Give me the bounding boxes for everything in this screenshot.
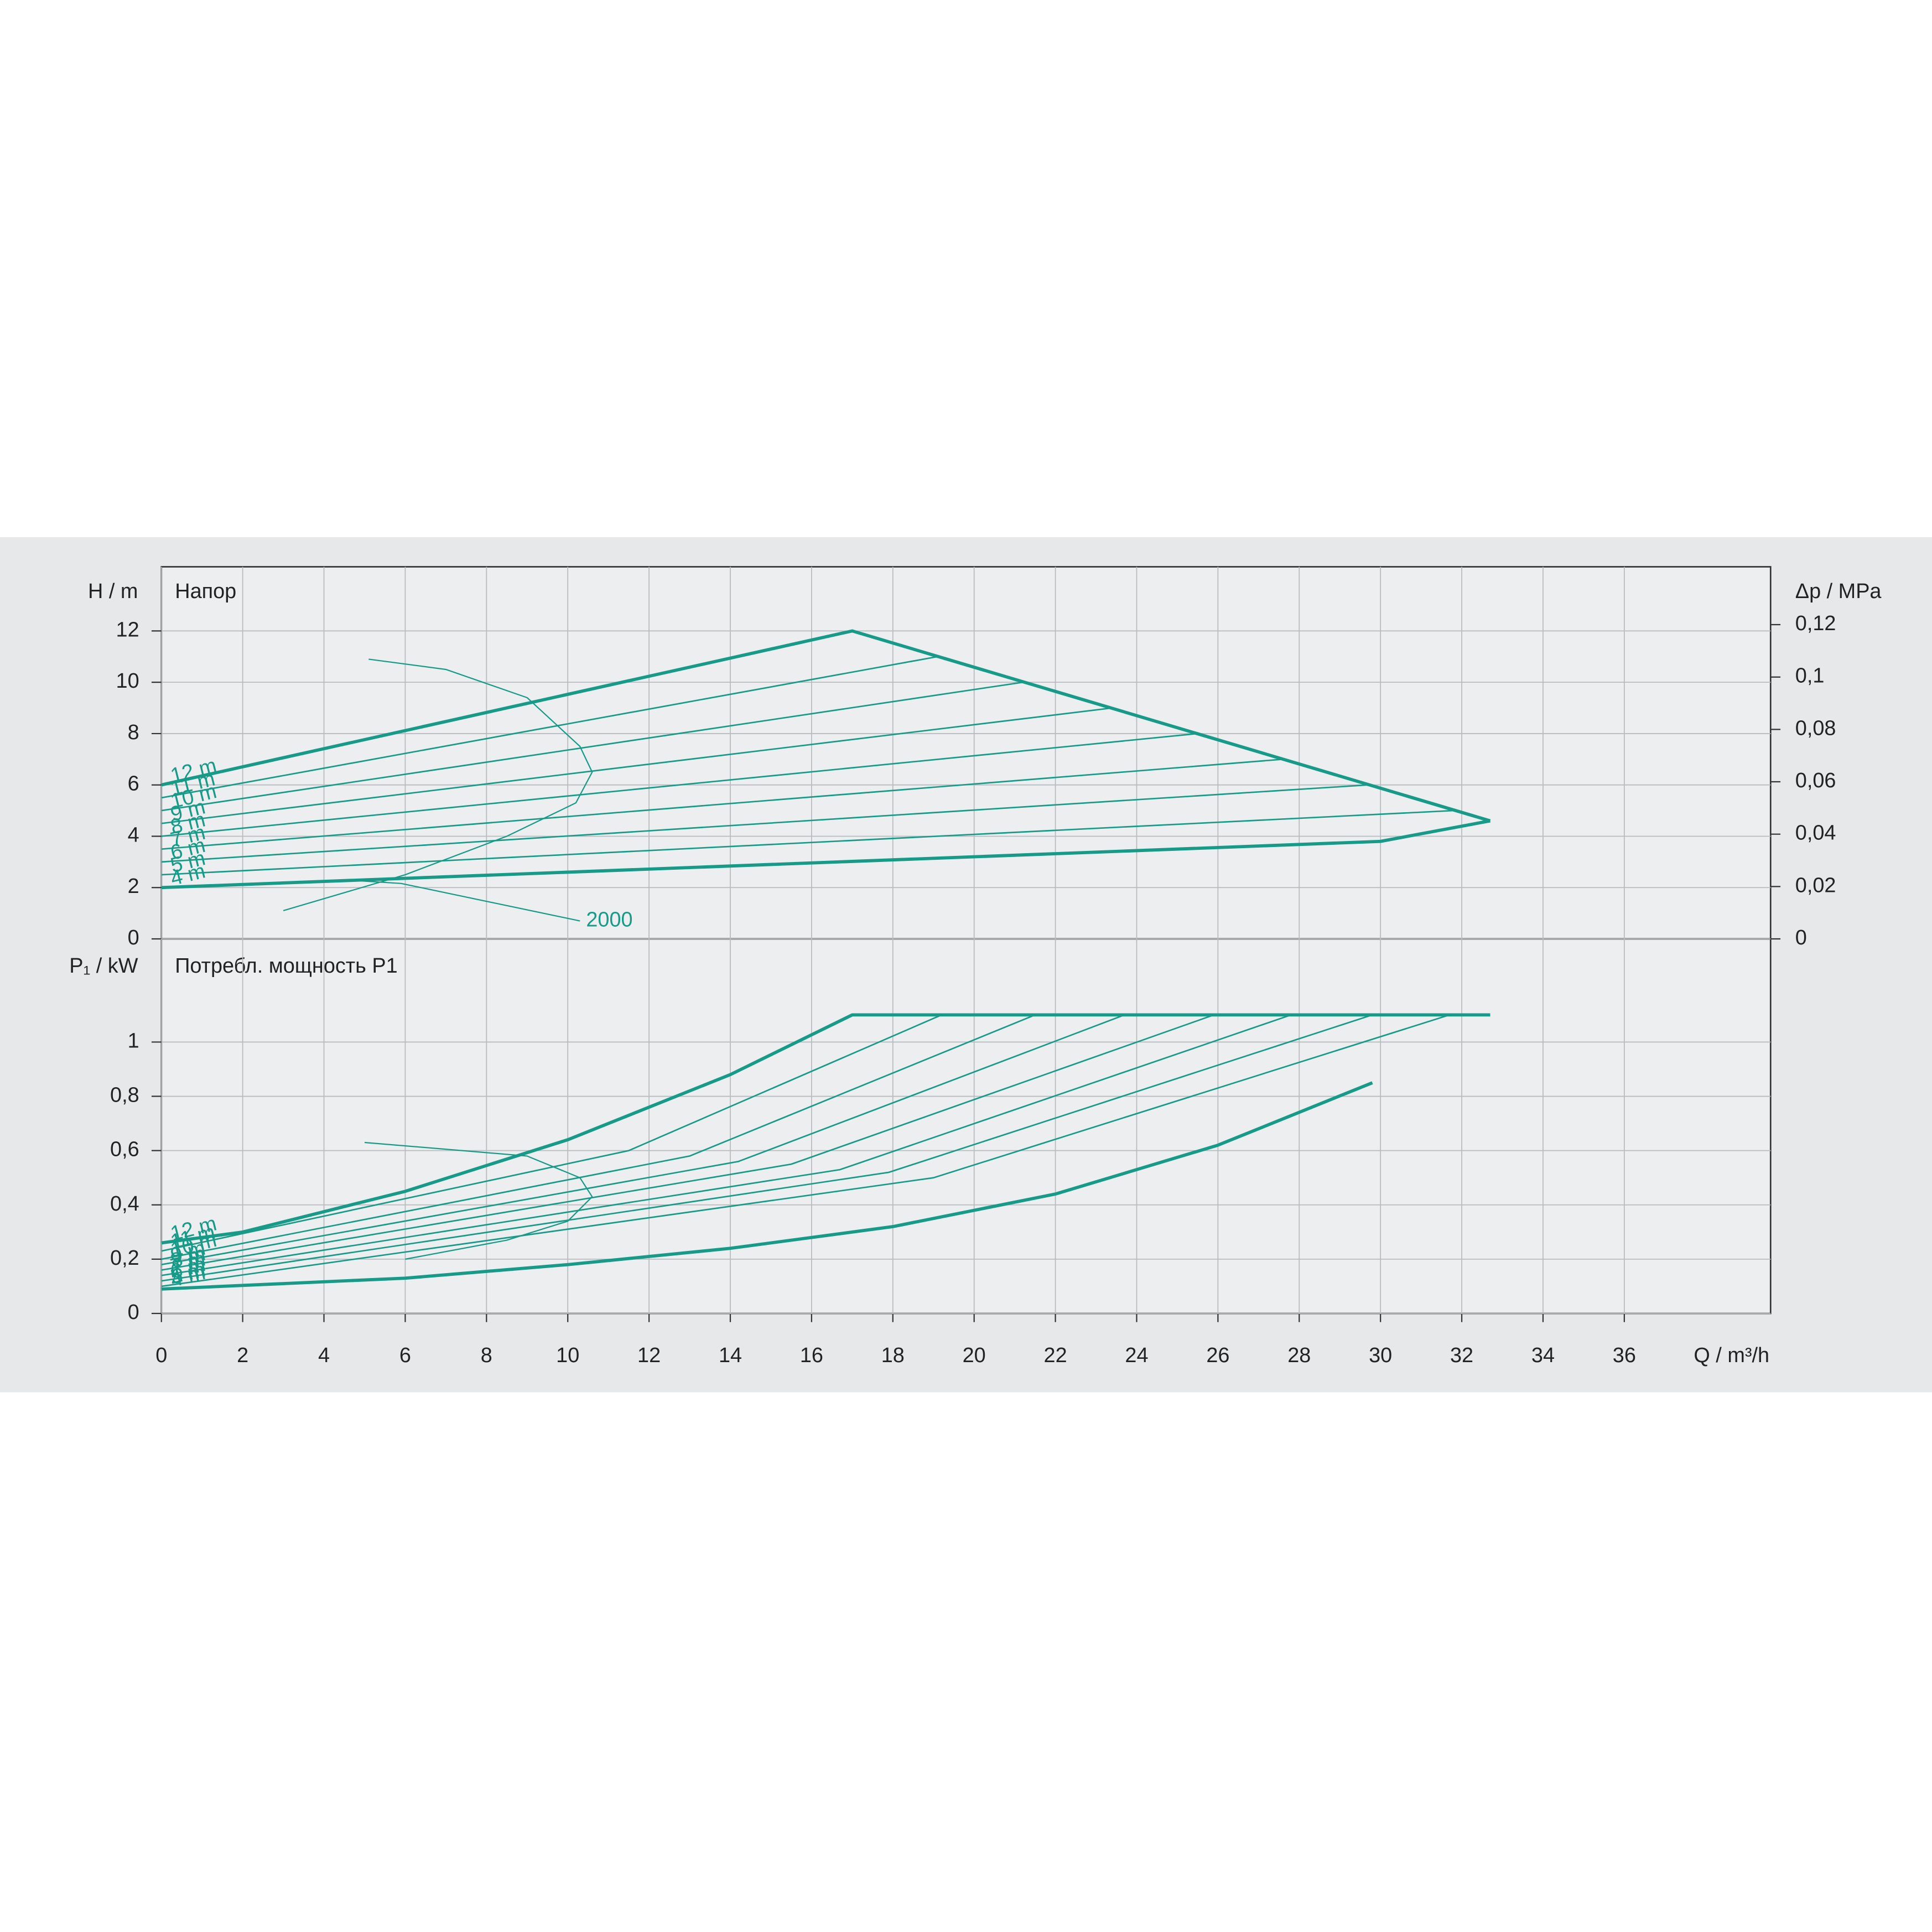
y-tick-label: 12	[116, 618, 139, 641]
x-tick-label: 34	[1531, 1344, 1555, 1367]
y2-tick-label: 0,08	[1795, 716, 1836, 740]
panel-title: Потребл. мощность P1	[175, 954, 397, 978]
curve	[161, 707, 1113, 824]
curve	[161, 809, 1454, 876]
x-tick-label: 14	[719, 1344, 742, 1367]
y-tick-label: 0,4	[110, 1192, 139, 1216]
x-tick-label: 8	[481, 1344, 492, 1367]
y-tick-label: 0,8	[110, 1084, 139, 1107]
y-tick-label: 0	[128, 926, 139, 949]
curve	[161, 1014, 942, 1252]
curve	[161, 819, 1491, 890]
x-tick-label: 16	[800, 1344, 823, 1367]
y-tick-label: 8	[128, 721, 139, 744]
x-tick-label: 36	[1613, 1344, 1636, 1367]
y-axis-label: H / m	[88, 580, 138, 603]
x-tick-label: 4	[318, 1344, 330, 1367]
y-axis-label: P₁ / kW	[69, 954, 138, 978]
curve	[161, 1081, 1373, 1291]
curve	[161, 1014, 1036, 1260]
x-tick-label: 18	[881, 1344, 905, 1367]
curve	[161, 681, 1024, 812]
y-tick-label: 1	[128, 1029, 139, 1052]
y-tick-label: 0,6	[110, 1138, 139, 1161]
curve	[161, 656, 938, 799]
panel-title: Напор	[175, 580, 236, 603]
y-tick-label: 2	[128, 875, 139, 898]
x-tick-label: 12	[637, 1344, 661, 1367]
y2-tick-label: 0,04	[1795, 822, 1836, 845]
curve	[161, 1014, 1373, 1282]
x-tick-label: 6	[399, 1344, 411, 1367]
y2-tick-label: 0,12	[1795, 612, 1836, 635]
x-tick-label: 20	[963, 1344, 986, 1367]
curve	[161, 1014, 1292, 1276]
y-tick-label: 6	[128, 772, 139, 796]
x-tick-label: 28	[1287, 1344, 1311, 1367]
curve	[161, 784, 1369, 863]
x-tick-label: 24	[1125, 1344, 1148, 1367]
curve-label: 2000	[586, 908, 632, 932]
y-tick-label: 0,2	[110, 1247, 139, 1270]
x-tick-label: 30	[1369, 1344, 1392, 1367]
curve	[161, 758, 1283, 850]
x-tick-label: 10	[556, 1344, 579, 1367]
y-tick-label: 0	[128, 1301, 139, 1324]
y-tick-label: 10	[116, 669, 139, 693]
curve	[283, 658, 593, 922]
curve	[161, 733, 1198, 837]
plot-frame	[160, 566, 1772, 1315]
y2-tick-label: 0,06	[1795, 769, 1836, 792]
x-tick-label: 2	[237, 1344, 248, 1367]
y2-tick-label: 0,02	[1795, 874, 1836, 897]
curve	[161, 1014, 1214, 1271]
x-tick-label: 32	[1450, 1344, 1473, 1367]
x-axis-label: Q / m³/h	[1694, 1344, 1769, 1367]
curve	[161, 1014, 1125, 1266]
y2-tick-label: 0,1	[1795, 664, 1825, 688]
curve	[161, 629, 1491, 823]
x-tick-label: 0	[155, 1344, 167, 1367]
x-tick-label: 26	[1206, 1344, 1229, 1367]
y2-tick-label: 0	[1795, 926, 1807, 949]
x-tick-label: 22	[1044, 1344, 1067, 1367]
y-tick-label: 4	[128, 823, 139, 846]
y2-axis-label: Δp / MPa	[1795, 580, 1882, 603]
curve	[161, 1014, 1450, 1287]
curve	[364, 1141, 593, 1260]
curve	[161, 1013, 1490, 1245]
